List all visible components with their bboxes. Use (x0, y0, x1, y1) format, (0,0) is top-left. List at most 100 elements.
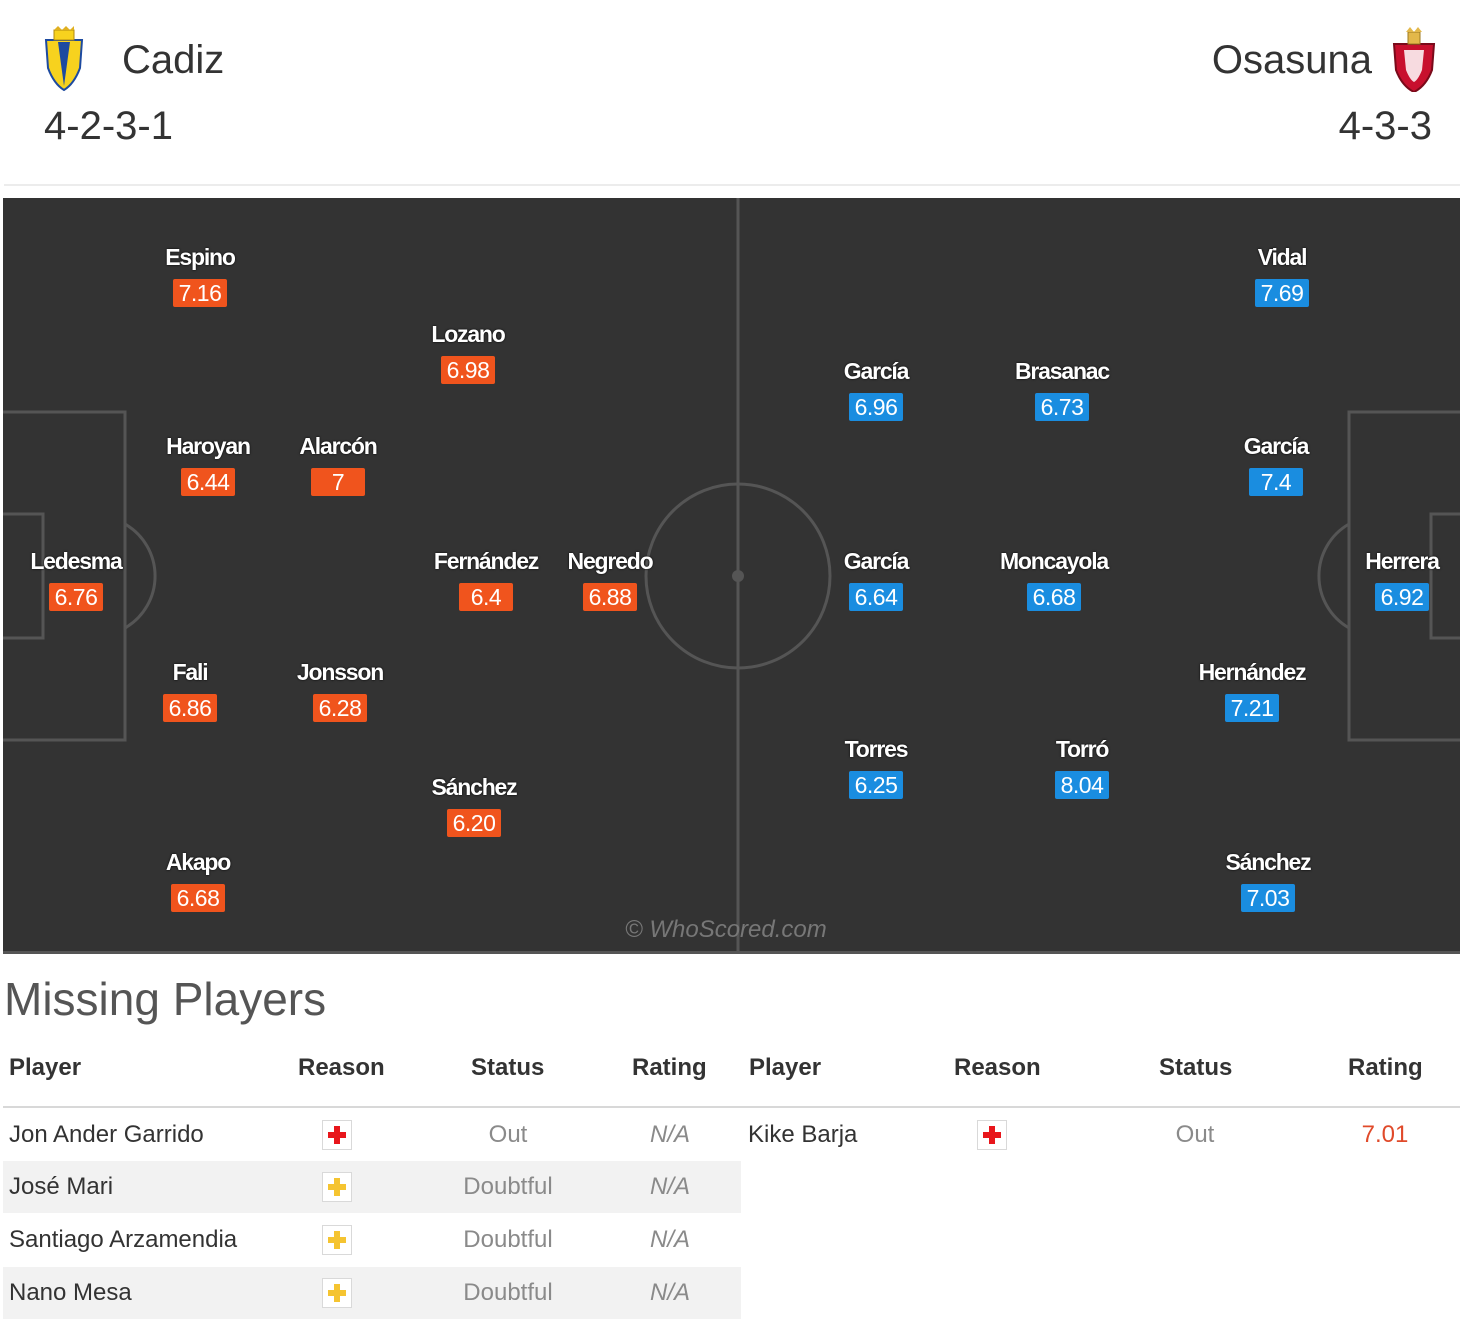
home-player[interactable]: Haroyan 6.44 (143, 433, 273, 496)
player-name: Brasanac (1015, 358, 1110, 384)
missing-player-name[interactable]: Santiago Arzamendia (9, 1226, 238, 1253)
away-player[interactable]: Torró 8.04 (1017, 736, 1147, 799)
player-rating: 6.44 (181, 468, 235, 496)
home-formation: 4-2-3-1 (44, 104, 173, 148)
away-col-player[interactable]: Player (749, 1054, 822, 1081)
missing-rating: 7.01 (1361, 1121, 1409, 1148)
player-name: Jonsson (296, 659, 384, 685)
away-player[interactable]: Vidal 7.69 (1217, 244, 1347, 307)
doubtful-yellow-cross-icon (322, 1172, 352, 1202)
player-rating: 6.20 (447, 809, 501, 837)
table-row: Jon Ander Garrido Out N/A (3, 1109, 741, 1161)
away-player[interactable]: Brasanac 6.73 (997, 358, 1127, 421)
cadiz-crest-icon (44, 26, 84, 92)
home-player[interactable]: Lozano 6.98 (403, 321, 533, 384)
player-rating: 6.88 (583, 583, 637, 611)
table-row: Kike Barja Out 7.01 (741, 1109, 1460, 1161)
player-rating: 6.96 (849, 393, 903, 421)
away-player[interactable]: Torres 6.25 (811, 736, 941, 799)
injury-red-cross-icon (977, 1120, 1007, 1150)
home-player[interactable]: Fernández 6.4 (421, 548, 551, 611)
away-player[interactable]: Hernández 7.21 (1187, 659, 1317, 722)
player-name: Alarcón (299, 433, 377, 459)
player-name: Akapo (165, 849, 231, 875)
player-name: Herrera (1365, 548, 1440, 574)
missing-player-name[interactable]: José Mari (9, 1173, 114, 1200)
doubtful-yellow-cross-icon (322, 1278, 352, 1308)
away-col-rating[interactable]: Rating (1348, 1054, 1423, 1081)
player-rating: 6.68 (171, 884, 225, 912)
player-rating: 7 (311, 468, 365, 496)
home-team-name[interactable]: Cadiz (122, 38, 225, 82)
missing-rating: N/A (649, 1279, 690, 1306)
home-col-player[interactable]: Player (9, 1054, 82, 1081)
missing-status: Doubtful (463, 1173, 553, 1200)
table-row: Nano Mesa Doubtful N/A (3, 1267, 741, 1319)
player-name: Hernández (1198, 659, 1307, 685)
player-name: Haroyan (166, 433, 251, 459)
missing-status: Out (1175, 1121, 1215, 1148)
missing-rating: N/A (649, 1226, 690, 1253)
home-col-status[interactable]: Status (471, 1054, 545, 1081)
home-player[interactable]: Sánchez 6.20 (409, 774, 539, 837)
watermark: © WhoScored.com (625, 916, 827, 943)
player-rating: 6.25 (849, 771, 903, 799)
missing-status: Doubtful (463, 1226, 553, 1253)
missing-players-title: Missing Players (4, 973, 327, 1025)
player-name: Lozano (431, 321, 505, 347)
player-rating: 6.73 (1035, 393, 1089, 421)
match-header: Cadiz 4-2-3-1 Osasuna 4-3-3 (4, 0, 1460, 186)
player-name: Torró (1055, 736, 1110, 762)
away-team-name[interactable]: Osasuna (1211, 38, 1372, 82)
table-row: Santiago Arzamendia Doubtful N/A (3, 1214, 741, 1266)
missing-player-name[interactable]: Nano Mesa (9, 1279, 132, 1306)
away-col-status[interactable]: Status (1159, 1054, 1233, 1081)
home-player[interactable]: Negredo 6.88 (545, 548, 675, 611)
player-name: Negredo (567, 548, 654, 574)
player-name: Moncayola (999, 548, 1109, 574)
osasuna-crest-icon (1392, 27, 1436, 92)
home-player[interactable]: Fali 6.86 (125, 659, 255, 722)
player-name: Sánchez (1225, 849, 1312, 875)
player-rating: 7.16 (173, 279, 227, 307)
missing-rating: N/A (649, 1173, 690, 1200)
player-rating: 6.98 (441, 356, 495, 384)
missing-status: Out (488, 1121, 528, 1148)
player-rating: 7.4 (1249, 468, 1303, 496)
player-name: Sánchez (431, 774, 518, 800)
home-player[interactable]: Espino 7.16 (135, 244, 265, 307)
away-player[interactable]: Moncayola 6.68 (989, 548, 1119, 611)
home-col-reason[interactable]: Reason (298, 1054, 385, 1081)
missing-rating: N/A (649, 1121, 690, 1148)
away-player[interactable]: García 6.64 (811, 548, 941, 611)
away-player[interactable]: García 6.96 (811, 358, 941, 421)
player-rating: 6.68 (1027, 583, 1081, 611)
player-name: Ledesma (30, 548, 123, 574)
pitch: Espino 7.16 Lozano 6.98 Haroyan 6.44 Ala… (3, 198, 1460, 954)
away-player[interactable]: Sánchez 7.03 (1203, 849, 1333, 912)
table-row: José Mari Doubtful N/A (3, 1161, 741, 1213)
player-name: Fali (172, 659, 209, 685)
doubtful-yellow-cross-icon (322, 1225, 352, 1255)
away-col-reason[interactable]: Reason (954, 1054, 1041, 1081)
player-rating: 8.04 (1055, 771, 1109, 799)
table-divider (3, 1106, 1460, 1108)
player-rating: 7.69 (1255, 279, 1309, 307)
missing-player-name[interactable]: Jon Ander Garrido (9, 1121, 204, 1148)
home-player[interactable]: Akapo 6.68 (133, 849, 263, 912)
home-col-rating[interactable]: Rating (632, 1054, 707, 1081)
player-name: Vidal (1257, 244, 1308, 270)
home-player[interactable]: Jonsson 6.28 (275, 659, 405, 722)
away-player[interactable]: Herrera 6.92 (1337, 548, 1460, 611)
away-player[interactable]: García 7.4 (1211, 433, 1341, 496)
player-rating: 6.28 (313, 694, 367, 722)
home-player[interactable]: Alarcón 7 (273, 433, 403, 496)
missing-player-name[interactable]: Kike Barja (748, 1121, 858, 1148)
player-rating: 6.92 (1375, 583, 1429, 611)
player-rating: 6.86 (163, 694, 217, 722)
player-name: García (1243, 433, 1310, 459)
player-rating: 7.03 (1241, 884, 1295, 912)
player-name: García (843, 358, 910, 384)
player-rating: 6.76 (49, 583, 103, 611)
home-player[interactable]: Ledesma 6.76 (11, 548, 141, 611)
